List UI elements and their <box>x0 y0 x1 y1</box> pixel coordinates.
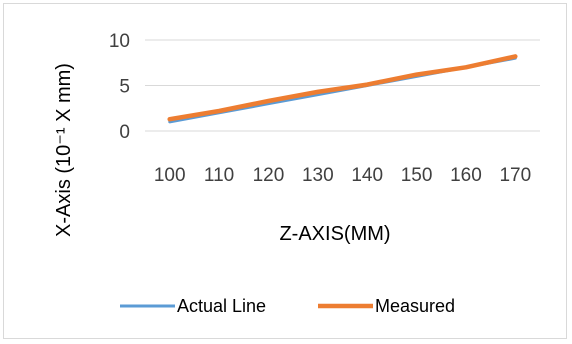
legend-label: Measured <box>375 296 455 316</box>
x-tick-label: 100 <box>154 165 186 186</box>
legend-label: Actual Line <box>177 296 266 316</box>
y-axis-title: X-Axis (10⁻¹ X mm) <box>53 63 75 237</box>
y-tick-label: 10 <box>109 31 130 52</box>
series-lines <box>167 54 518 124</box>
y-tick-label: 5 <box>119 77 130 98</box>
x-tick-label: 130 <box>302 165 334 186</box>
x-tick-label: 140 <box>351 165 383 186</box>
x-tick-label: 150 <box>401 165 433 186</box>
x-tick-label: 170 <box>499 165 531 186</box>
y-tick-labels: 0 5 10 <box>109 31 130 143</box>
x-axis-title: Z-AXIS(MM) <box>279 223 390 245</box>
gridlines <box>145 39 540 132</box>
x-tick-label: 110 <box>204 165 234 186</box>
y-tick-label: 0 <box>119 122 130 143</box>
x-tick-label: 120 <box>253 165 285 186</box>
x-tick-labels: 100 110 120 130 140 150 160 170 <box>154 165 531 186</box>
series-line-measured <box>167 54 518 122</box>
chart-frame <box>3 3 567 339</box>
legend: Actual Line Measured <box>120 296 455 316</box>
x-tick-label: 160 <box>450 165 482 186</box>
